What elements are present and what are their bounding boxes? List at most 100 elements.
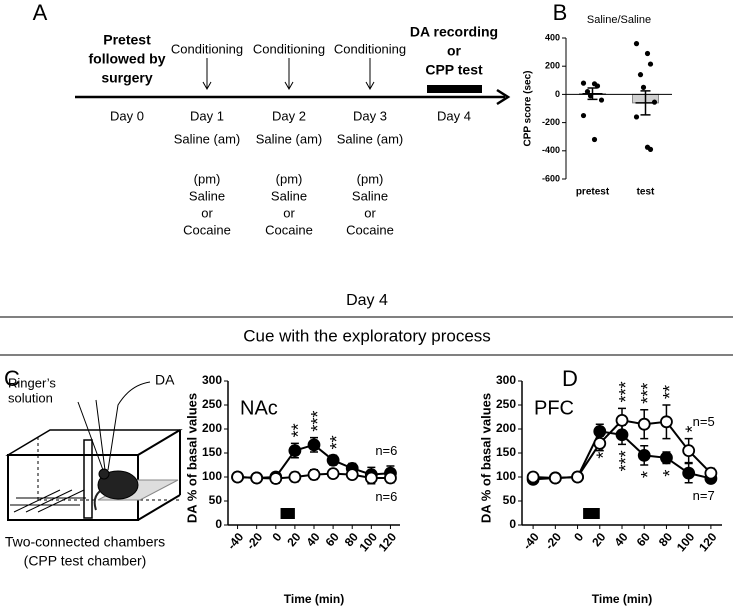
data-point: [637, 448, 651, 462]
x-tick-label: pretest: [576, 187, 610, 198]
schedule-label: Saline: [189, 188, 225, 203]
series-label: n=6: [375, 489, 397, 504]
event-label: DA recording: [410, 24, 498, 40]
data-point: [660, 415, 673, 429]
recording-bar: [427, 85, 482, 93]
day-label: Day 1: [190, 108, 224, 123]
x-tick-label: 100: [674, 530, 698, 555]
y-tick-label: -400: [542, 145, 560, 155]
panel-label: C: [4, 366, 20, 391]
y-tick-label: 100: [496, 469, 516, 483]
series-label: n=6: [375, 443, 397, 458]
data-point: [594, 83, 601, 89]
data-point: [584, 88, 591, 95]
caption: (CPP test chamber): [24, 553, 147, 569]
x-tick-label: 0: [571, 530, 586, 544]
data-point: [647, 61, 654, 67]
y-tick-label: 0: [509, 517, 516, 531]
chart-title: Saline/Saline: [587, 14, 651, 26]
schedule-label: Saline: [352, 188, 388, 203]
data-point: [384, 471, 397, 485]
x-tick-label: 60: [634, 530, 654, 549]
x-tick-label: 80: [656, 530, 676, 549]
event-label: or: [447, 43, 462, 59]
data-point: [615, 413, 629, 427]
x-tick-label: 60: [323, 530, 343, 549]
panel-label: B: [553, 0, 568, 25]
data-point: [571, 470, 584, 484]
significance: ***: [308, 411, 328, 432]
y-tick-label: 150: [496, 445, 516, 459]
data-point: [637, 72, 644, 78]
series-label: n=7: [693, 488, 715, 503]
inlet-label: solution: [8, 390, 53, 405]
data-point: [598, 97, 605, 103]
y-tick-label: 250: [202, 397, 222, 411]
y-tick-label: 50: [503, 493, 517, 507]
x-tick-label: 0: [269, 530, 284, 544]
data-point: [637, 417, 651, 431]
event-label: Conditioning: [334, 41, 406, 56]
significance: **: [327, 435, 347, 449]
data-point: [644, 50, 651, 57]
section-heading: Cue with the exploratory process: [243, 326, 491, 345]
schedule-label: or: [283, 205, 295, 220]
event-arrow-head: [202, 81, 212, 91]
x-tick-label: test: [637, 187, 655, 198]
schedule-label: (pm): [357, 171, 384, 186]
event-label: Conditioning: [171, 41, 243, 56]
x-tick-label: 120: [376, 530, 400, 555]
panel-label: A: [33, 0, 48, 25]
significance: *: [682, 426, 702, 433]
significance: **: [289, 423, 309, 437]
y-tick-label: 0: [555, 89, 560, 99]
event-label: Pretest: [103, 32, 151, 48]
x-tick-label: -20: [244, 530, 266, 553]
data-point: [288, 470, 302, 484]
schedule-label: Cocaine: [265, 222, 313, 237]
timeline-arrow: [496, 88, 511, 106]
x-tick-label: 100: [356, 530, 380, 555]
significance: ***: [616, 450, 636, 471]
day-label: Day 0: [110, 108, 144, 123]
event-arrow-head: [284, 81, 294, 91]
data-point: [326, 453, 340, 467]
data-point: [633, 114, 640, 120]
y-axis-label: DA % of basal values: [478, 393, 493, 523]
schedule-label: Cocaine: [346, 222, 394, 237]
x-tick-label: -40: [224, 530, 246, 553]
y-tick-label: 0: [215, 517, 222, 531]
caption: Two-connected chambers: [5, 534, 165, 550]
y-axis-label: DA % of basal values: [184, 393, 199, 523]
event-label: followed by: [89, 51, 166, 67]
x-tick-label: 20: [589, 530, 609, 549]
x-tick-label: -20: [542, 530, 564, 553]
data-point: [593, 424, 607, 438]
data-point: [250, 471, 264, 485]
x-tick-label: 20: [284, 530, 304, 549]
data-point: [640, 84, 647, 90]
day-label: Day 2: [272, 108, 306, 123]
schedule-label: Saline (am): [337, 131, 403, 146]
data-point: [682, 444, 696, 458]
data-point: [231, 470, 244, 484]
chamber-schematic: [5, 381, 183, 521]
schedule-label: Saline (am): [174, 131, 240, 146]
significance: **: [660, 385, 680, 399]
significance: *: [638, 471, 658, 478]
schedule-label: (pm): [276, 171, 303, 186]
y-axis-label: CPP score (sec): [523, 71, 534, 147]
section-title: Day 4: [346, 292, 388, 309]
schedule-label: Saline: [271, 188, 307, 203]
event-label: CPP test: [425, 62, 483, 78]
schedule-label: or: [201, 205, 213, 220]
y-tick-label: 300: [202, 373, 222, 387]
significance: ***: [638, 383, 658, 404]
cue-bar: [583, 508, 600, 519]
data-point: [580, 80, 587, 86]
data-point: [591, 136, 598, 143]
data-point: [580, 112, 587, 119]
y-tick-label: 150: [202, 445, 222, 459]
schedule-label: Cocaine: [183, 222, 231, 237]
